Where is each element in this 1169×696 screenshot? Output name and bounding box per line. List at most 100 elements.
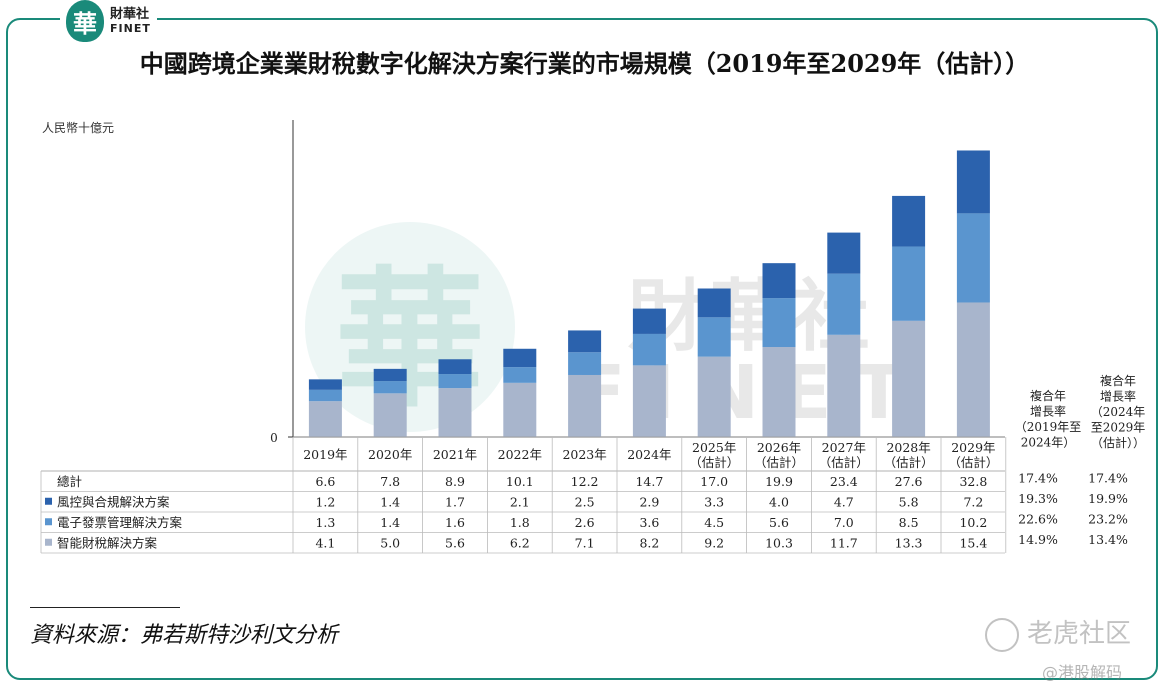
data-label: 1.4 <box>380 515 400 530</box>
cagr-value: 13.4% <box>1088 532 1128 547</box>
bar-risk <box>438 359 472 375</box>
data-label: 5.6 <box>445 535 465 550</box>
data-label: 4.5 <box>704 515 724 530</box>
data-label: 4.7 <box>834 494 854 509</box>
bar-risk <box>762 263 796 299</box>
bar-smarttax <box>308 401 342 437</box>
data-label: 1.8 <box>510 515 530 530</box>
legend-swatch-einvoice <box>45 518 52 526</box>
cagr-header: （2019年至 <box>1015 420 1082 434</box>
data-label: 1.4 <box>380 494 400 509</box>
data-label: 11.7 <box>830 535 858 550</box>
data-label: 12.2 <box>571 474 599 489</box>
y-tick-zero: 0 <box>270 431 278 445</box>
source-note: 資料來源：弗若斯特沙利文分析 <box>30 623 339 648</box>
cagr-value: 17.4% <box>1088 470 1128 485</box>
x-tick-label: 2025年 <box>692 440 736 455</box>
data-label: 4.1 <box>315 535 335 550</box>
bar-smarttax <box>632 365 666 437</box>
data-label: 15.4 <box>959 535 987 550</box>
bar-einvoice <box>892 246 926 321</box>
bar-einvoice <box>438 374 472 389</box>
cagr-header: 至2029年 <box>1091 421 1146 435</box>
legend-swatch-smarttax <box>45 538 52 546</box>
bar-risk <box>892 195 926 247</box>
data-label: 1.7 <box>445 494 465 509</box>
x-tick-label: 2019年 <box>303 447 347 462</box>
x-tick-label: （估計） <box>948 455 998 470</box>
bar-risk <box>308 379 342 390</box>
bar-risk <box>697 288 731 318</box>
tiger-community-watermark: 老虎社区 <box>985 613 1131 652</box>
data-label: 7.2 <box>963 494 983 509</box>
y-axis-unit: 人民幣十億元 <box>42 121 115 135</box>
bar-smarttax <box>503 382 537 437</box>
bar-einvoice <box>308 389 342 402</box>
data-label: 5.0 <box>380 535 400 550</box>
legend-swatch-risk <box>45 497 52 505</box>
data-label: 8.5 <box>899 515 919 530</box>
x-tick-label: （估計） <box>884 455 934 470</box>
bar-einvoice <box>956 213 990 303</box>
data-label: 10.3 <box>765 535 793 550</box>
data-label: 2.6 <box>575 515 595 530</box>
data-label: 2.5 <box>575 494 595 509</box>
data-label: 14.7 <box>635 474 663 489</box>
logo-name-en: FINET <box>110 22 151 35</box>
source-divider <box>30 607 180 608</box>
x-tick-label: （估計） <box>754 455 804 470</box>
data-label: 10.1 <box>506 474 534 489</box>
cagr-value: 19.9% <box>1088 491 1128 506</box>
data-label: 3.6 <box>639 515 659 530</box>
x-tick-label: 2021年 <box>433 447 477 462</box>
bar-einvoice <box>568 352 602 375</box>
data-label: 2.1 <box>510 494 530 509</box>
row-label: 風控與合規解決方案 <box>57 494 170 509</box>
cagr-header: 2024年） <box>1021 436 1076 450</box>
data-label: 5.6 <box>769 515 789 530</box>
bar-einvoice <box>762 298 796 348</box>
data-label: 23.4 <box>830 474 858 489</box>
cagr-value: 22.6% <box>1018 511 1058 526</box>
x-tick-label: 2023年 <box>562 447 606 462</box>
data-label: 5.8 <box>899 494 919 509</box>
data-label: 17.0 <box>700 474 728 489</box>
data-label: 19.9 <box>765 474 793 489</box>
data-label: 8.2 <box>639 535 659 550</box>
bar-risk <box>632 308 666 334</box>
bar-smarttax <box>956 302 990 437</box>
x-tick-label: （估計） <box>819 455 869 470</box>
tiger-watermark-text: 老虎社区 <box>1027 619 1132 649</box>
data-label: 6.2 <box>510 535 530 550</box>
cagr-header: （2024年 <box>1091 405 1146 419</box>
bar-einvoice <box>697 317 731 357</box>
cagr-value: 19.3% <box>1018 491 1058 506</box>
watermark-seal: 華 <box>305 222 515 432</box>
data-label: 7.0 <box>834 515 854 530</box>
row-label: 智能財稅解決方案 <box>57 535 158 550</box>
data-label: 1.2 <box>315 494 335 509</box>
x-tick-label: 2022年 <box>498 447 542 462</box>
data-label: 6.6 <box>315 474 335 489</box>
finet-logo: 華 財華社 FINET <box>60 0 157 44</box>
bar-risk <box>373 368 407 382</box>
bar-risk <box>956 150 990 214</box>
data-label: 1.6 <box>445 515 465 530</box>
x-tick-label: 2029年 <box>951 440 995 455</box>
x-tick-label: 2024年 <box>627 447 671 462</box>
data-label: 13.3 <box>895 535 923 550</box>
x-tick-label: 2026年 <box>757 440 801 455</box>
bar-smarttax <box>827 334 861 437</box>
bar-smarttax <box>762 347 796 437</box>
handle-watermark: @港股解码 <box>1042 663 1123 682</box>
data-label: 27.6 <box>895 474 923 489</box>
row-label: 電子發票管理解決方案 <box>57 515 183 530</box>
x-tick-label: 2020年 <box>368 447 412 462</box>
bar-einvoice <box>827 273 861 335</box>
bar-risk <box>827 232 861 274</box>
data-label: 7.1 <box>575 535 595 550</box>
data-label: 3.3 <box>704 494 724 509</box>
bar-smarttax <box>892 320 926 437</box>
bar-smarttax <box>438 388 472 437</box>
